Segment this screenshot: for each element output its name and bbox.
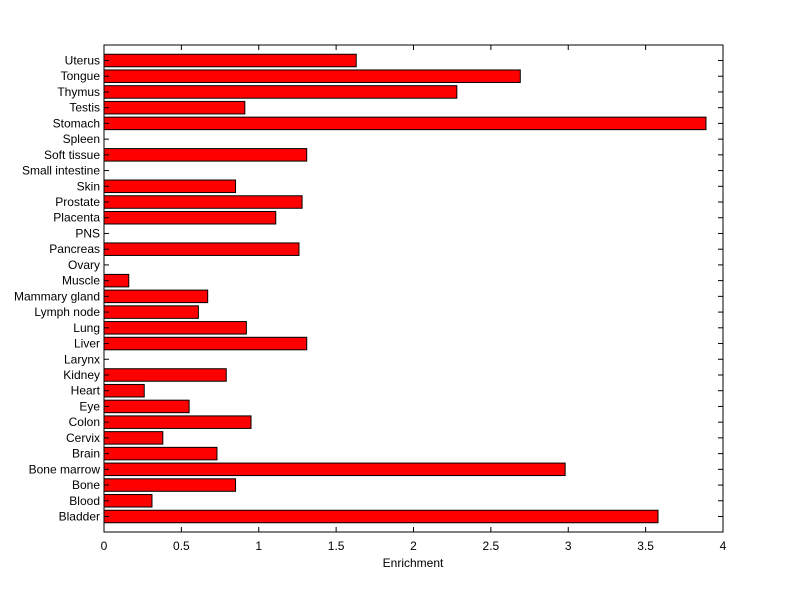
y-tick-label-pns: PNS [75, 226, 100, 240]
y-tick-label-ovary: Ovary [68, 258, 100, 272]
bar-prostate [103, 195, 303, 209]
bar-placenta [103, 210, 277, 225]
y-tick-label-tongue: Tongue [61, 69, 101, 83]
y-tick-label-bone: Bone [72, 478, 100, 492]
y-tick-label-muscle: Muscle [62, 274, 100, 288]
x-tick-label-5: 2.5 [483, 539, 500, 553]
y-tick-label-colon: Colon [69, 415, 100, 429]
y-tick-label-placenta: Placenta [53, 211, 100, 225]
x-axis-label: Enrichment [383, 556, 444, 570]
y-tick-label-liver: Liver [74, 337, 100, 351]
bar-lung [103, 321, 247, 335]
y-tick-label-stomach: Stomach [53, 116, 100, 130]
y-tick-label-pancreas: Pancreas [49, 242, 100, 256]
y-tick-label-mammary-gland: Mammary gland [14, 289, 100, 303]
bar-heart [103, 383, 145, 398]
y-tick-label-testis: Testis [69, 101, 100, 115]
bar-pancreas [103, 242, 300, 256]
bar-thymus [103, 85, 458, 99]
y-tick-label-blood: Blood [69, 494, 100, 508]
y-tick-label-bladder: Bladder [59, 510, 100, 524]
y-tick-label-larynx: Larynx [64, 352, 100, 366]
y-tick-label-bone-marrow: Bone marrow [29, 462, 101, 476]
bar-lymph-node [103, 305, 199, 319]
x-ticks-group: 0 0.5 1 1.5 2 2.5 3 3.5 4 [101, 45, 727, 553]
x-tick-label-0: 0 [101, 539, 108, 553]
y-tick-label-eye: Eye [79, 399, 100, 413]
y-tick-label-prostate: Prostate [55, 195, 100, 209]
x-tick-label-4: 2 [410, 539, 417, 553]
bar-eye [103, 399, 190, 414]
y-tick-label-spleen: Spleen [63, 132, 100, 146]
bar-blood [103, 494, 153, 508]
y-tick-label-kidney: Kidney [63, 368, 100, 382]
bar-brain [103, 446, 218, 461]
y-tick-label-heart: Heart [71, 384, 101, 398]
y-tick-label-brain: Brain [72, 447, 100, 461]
bar-testis [103, 100, 246, 115]
y-tick-label-soft-tissue: Soft tissue [44, 148, 100, 162]
y-tick-label-lymph-node: Lymph node [34, 305, 100, 319]
y-tick-label-small-intestine: Small intestine [22, 164, 100, 178]
x-tick-label-8: 4 [720, 539, 727, 553]
bar-kidney [103, 368, 227, 382]
bar-liver [103, 336, 308, 351]
bar-cervix [103, 431, 164, 445]
bar-soft-tissue [103, 148, 308, 162]
y-tick-label-thymus: Thymus [57, 85, 100, 99]
bar-colon [103, 415, 252, 429]
bar-tongue [103, 69, 521, 83]
x-tick-label-2: 1 [255, 539, 262, 553]
bar-uterus [103, 53, 357, 68]
x-tick-label-3: 1.5 [328, 539, 345, 553]
y-tick-label-cervix: Cervix [66, 431, 100, 445]
x-tick-label-6: 3 [565, 539, 572, 553]
plot-frame [103, 44, 724, 533]
bar-bone-marrow [103, 462, 566, 477]
x-tick-label-7: 3.5 [637, 539, 654, 553]
bar-skin [103, 179, 237, 194]
y-tick-label-lung: Lung [73, 321, 100, 335]
y-tick-label-uterus: Uterus [65, 54, 100, 68]
bar-stomach [103, 116, 707, 131]
bar-mammary-gland [103, 289, 209, 304]
y-tick-label-skin: Skin [77, 179, 100, 193]
bar-bladder [103, 509, 659, 524]
x-tick-label-1: 0.5 [173, 539, 190, 553]
bar-bone [103, 478, 237, 492]
